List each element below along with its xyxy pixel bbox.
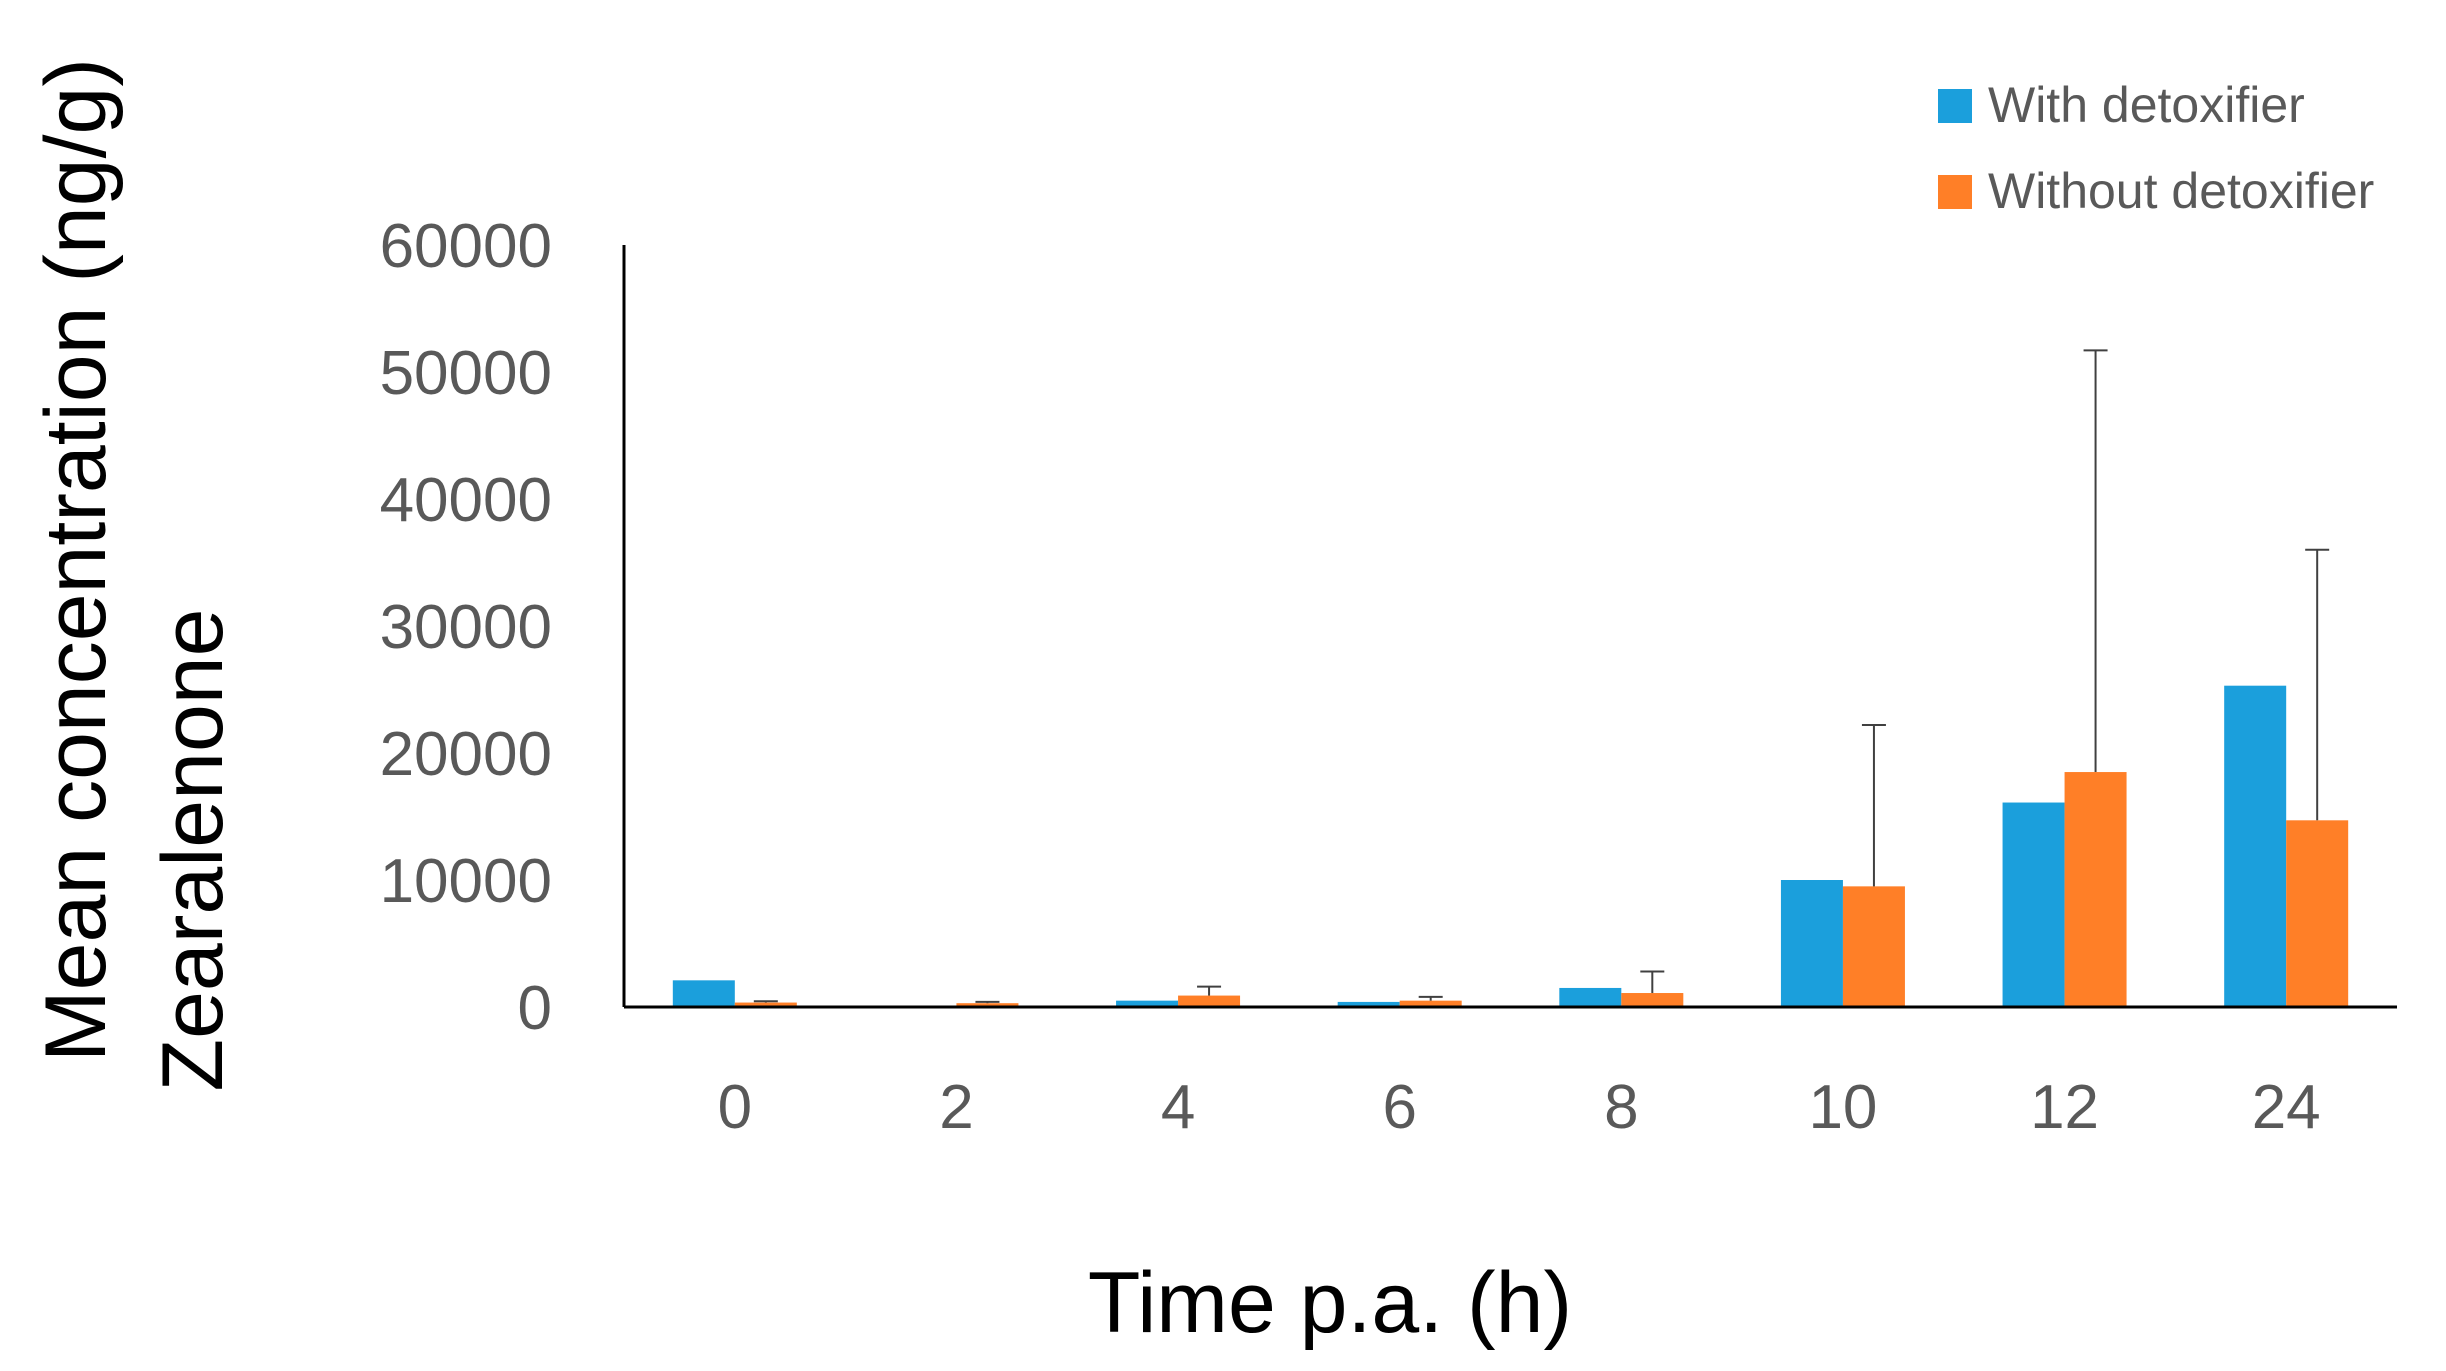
y-tick-label: 30000 [380,593,552,662]
y-axis-title-line-2: Zearalenone [145,609,241,1092]
bar-without-detoxifier [1178,995,1241,1007]
bar-with-detoxifier [2002,802,2065,1007]
y-tick-label: 10000 [380,847,552,916]
x-axis-ticks: 0 2 4 6 8 10 12 24 [718,1073,2321,1142]
legend: With detoxifier Without detoxifier [1938,77,2374,219]
legend-swatch-without-detoxifier [1938,175,1972,209]
y-tick-label: 50000 [380,339,552,408]
x-tick-label: 0 [718,1073,752,1142]
bar-without-detoxifier [1621,993,1684,1007]
x-tick-label: 12 [2030,1073,2099,1142]
legend-label-without-detoxifier: Without detoxifier [1988,163,2374,219]
bar-with-detoxifier [1116,1000,1179,1007]
x-tick-label: 24 [2252,1073,2321,1142]
bar-with-detoxifier [1337,1001,1400,1007]
bar-without-detoxifier [1399,1000,1462,1007]
y-tick-label: 40000 [380,466,552,535]
bar-with-detoxifier [1559,987,1622,1007]
plot-area [672,349,2349,1007]
y-axis-title-line-1: Mean concentration (ng/g) [28,58,124,1062]
bar-with-detoxifier [2224,685,2287,1007]
legend-label-with-detoxifier: With detoxifier [1988,77,2305,133]
y-tick-label: 60000 [380,212,552,281]
bar-without-detoxifier [1842,886,1905,1007]
bar-without-detoxifier [956,1003,1019,1007]
y-axis-ticks: 0 10000 20000 30000 40000 50000 60000 [380,212,552,1043]
x-tick-label: 6 [1382,1073,1416,1142]
x-tick-label: 10 [1808,1073,1877,1142]
bar-with-detoxifier [1780,880,1843,1007]
x-axis-title: Time p.a. (h) [1088,1255,1572,1351]
bar-with-detoxifier [672,980,735,1007]
bar-without-detoxifier [2286,820,2349,1007]
legend-swatch-with-detoxifier [1938,89,1972,123]
x-tick-label: 8 [1604,1073,1638,1142]
y-tick-label: 0 [518,974,552,1043]
x-tick-label: 2 [939,1073,973,1142]
y-tick-label: 20000 [380,720,552,789]
bar-without-detoxifier [2064,772,2127,1007]
bar-without-detoxifier [734,1002,797,1007]
x-tick-label: 4 [1161,1073,1195,1142]
